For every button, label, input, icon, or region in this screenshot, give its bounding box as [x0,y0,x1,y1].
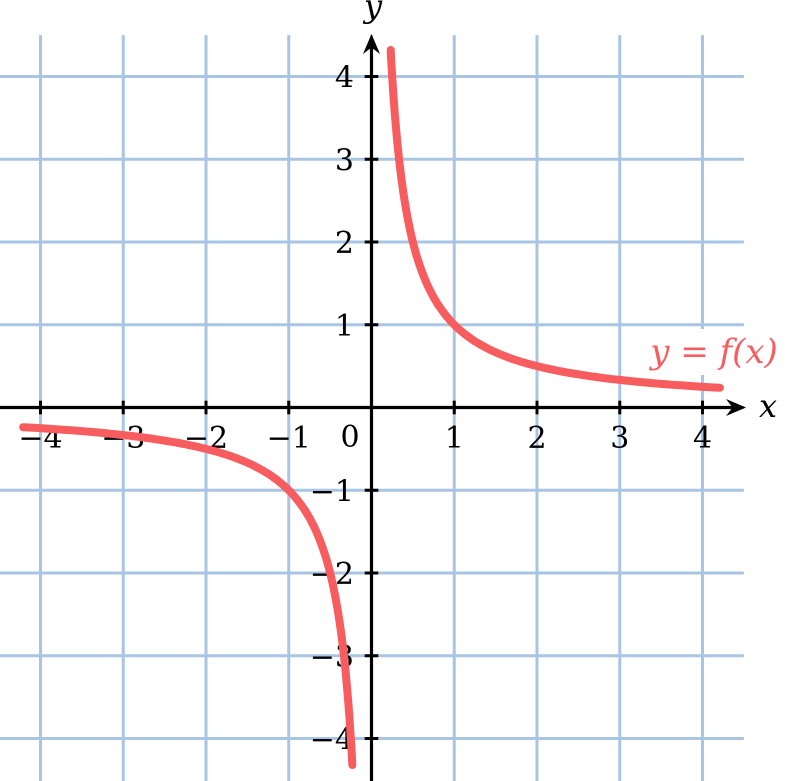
y-tick-label: 3 [335,143,354,178]
y-tick-label: −1 [310,474,354,509]
x-axis-label: x [759,387,777,425]
origin-label: 0 [340,420,359,455]
y-tick-label: 2 [335,226,354,261]
curve-equation-label: y = f(x) [648,332,778,372]
tick-layer [39,75,704,740]
axes-layer [0,34,746,781]
y-tick-label: 4 [335,61,354,96]
curve-label-halo [630,329,794,375]
curve-layer [19,46,724,769]
y-axis-arrow-icon [363,34,380,54]
curve-positive-branch [386,46,724,392]
x-axis-arrow-icon [726,399,746,416]
y-tick-label: 1 [335,309,354,344]
x-tick-label: 4 [693,421,712,456]
curve-label-layer: y = f(x) [630,329,794,375]
x-tick-label: −1 [267,421,311,456]
curve-negative-branch [19,423,357,769]
x-tick-label: 3 [610,421,629,456]
x-tick-label: 2 [527,421,546,456]
x-tick-label: 1 [445,421,464,456]
y-axis-label: y [362,0,383,25]
